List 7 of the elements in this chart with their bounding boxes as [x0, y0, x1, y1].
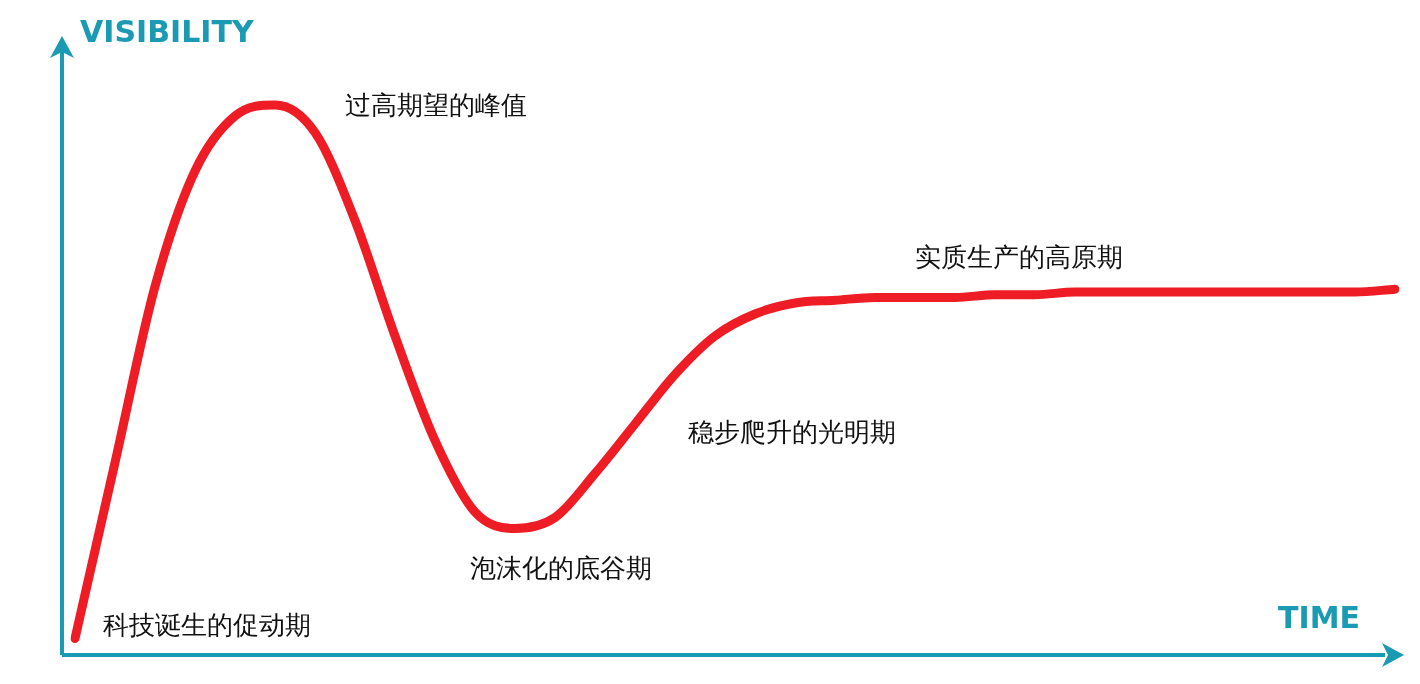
annotation: 泡沫化的底谷期: [470, 552, 652, 585]
x-axis-title: TIME: [1278, 600, 1360, 635]
annotation: 科技诞生的促动期: [103, 609, 311, 642]
y-axis-title: VISIBILITY: [80, 14, 254, 49]
annotation: 实质生产的高原期: [915, 241, 1123, 274]
annotation: 稳步爬升的光明期: [688, 416, 896, 449]
annotation: 过高期望的峰值: [345, 89, 527, 122]
